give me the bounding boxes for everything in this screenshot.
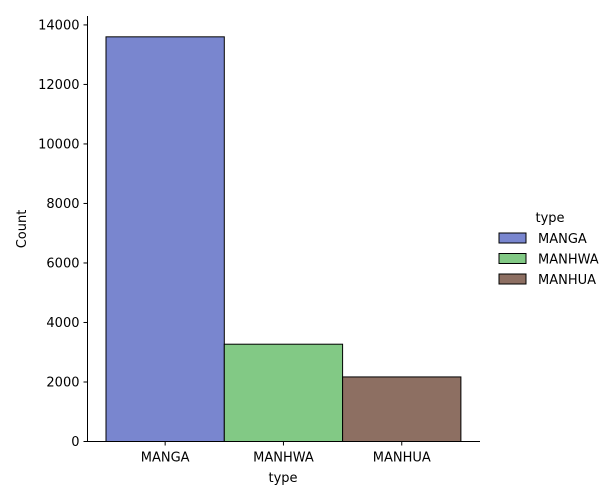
legend-label-manga: MANGA [538, 232, 587, 247]
y-tick-label: 12000 [38, 78, 79, 93]
x-tick-label: MANHWA [253, 451, 314, 466]
legend-swatch-manhwa [498, 253, 527, 264]
y-tick-label: 8000 [46, 197, 79, 212]
plot-area [105, 36, 462, 442]
y-axis-ticks: 0 2000 4000 6000 8000 10000 12000 14000 [38, 18, 88, 450]
bar-manhwa [223, 343, 344, 442]
y-tick-label: 4000 [46, 316, 79, 331]
x-tick-label: MANHUA [373, 451, 431, 466]
x-tick-label: MANGA [141, 451, 190, 466]
legend-label-manhua: MANHUA [538, 273, 596, 288]
legend: type MANGA MANHWA MANHUA [498, 211, 599, 288]
x-axis-ticks: MANGA MANHWA MANHUA [141, 441, 431, 466]
y-tick-label: 14000 [38, 18, 79, 33]
y-tick-label: 10000 [38, 137, 79, 152]
y-tick-label: 2000 [46, 375, 79, 390]
legend-label-manhwa: MANHWA [538, 253, 599, 268]
y-axis-label: Count [15, 210, 30, 249]
x-axis-label: type [268, 471, 297, 486]
legend-title: type [535, 211, 564, 226]
bar-manhua [342, 376, 462, 442]
y-tick-label: 6000 [46, 256, 79, 271]
legend-swatch-manhua [498, 273, 527, 285]
bar-manga [105, 36, 225, 442]
y-tick-label: 0 [71, 435, 79, 450]
legend-swatch-manga [498, 232, 527, 244]
legend-items: MANGA MANHWA MANHUA [498, 232, 599, 288]
